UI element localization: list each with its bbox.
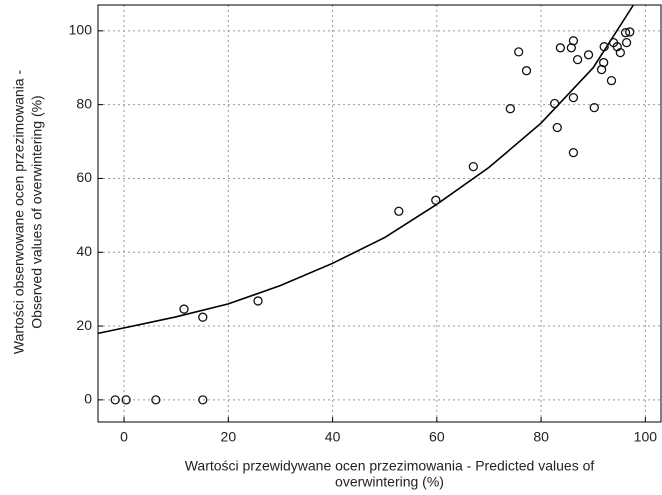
data-point	[110, 395, 120, 405]
data-point	[583, 50, 594, 60]
data-point	[431, 195, 441, 205]
y-tick-label: 100	[69, 22, 93, 38]
data-point	[606, 76, 617, 86]
y-tick-label: 20	[76, 317, 92, 333]
data-point	[521, 66, 532, 76]
y-tick-label: 60	[76, 169, 92, 185]
data-point	[179, 304, 189, 314]
data-point	[394, 206, 404, 216]
data-point	[555, 43, 566, 53]
x-axis-label: overwintering (%)	[335, 474, 444, 490]
data-point	[514, 47, 524, 57]
x-tick-label: 0	[120, 429, 128, 445]
y-tick-label: 0	[84, 391, 92, 407]
y-tick-label: 40	[76, 243, 92, 259]
data-point	[253, 296, 263, 306]
plot-frame	[97, 4, 662, 423]
data-point	[552, 122, 562, 133]
data-point	[620, 28, 631, 38]
data-point	[589, 102, 599, 113]
data-point	[572, 54, 583, 65]
x-tick-label: 80	[533, 429, 549, 445]
y-axis-label: Observed values of overwintering (%)	[29, 95, 45, 328]
data-point	[568, 36, 579, 46]
x-tick-label: 40	[325, 429, 341, 445]
data-point	[568, 92, 579, 103]
data-point	[599, 42, 609, 52]
data-point	[198, 312, 208, 322]
data-point	[625, 27, 635, 37]
x-tick-label: 60	[429, 429, 445, 445]
y-axis-label: Wartości obserwowane ocen przezimowania …	[11, 70, 27, 355]
data-point	[468, 161, 478, 172]
data-point	[599, 57, 609, 68]
data-point	[151, 395, 161, 405]
x-tick-label: 20	[221, 429, 237, 445]
data-point	[615, 47, 625, 58]
x-axis-label: Wartości przewidywane ocen przezimowania…	[185, 458, 595, 474]
y-tick-label: 80	[76, 95, 92, 111]
data-point	[505, 104, 515, 114]
data-point	[621, 37, 632, 48]
data-point	[550, 98, 560, 109]
fit-curve	[97, 4, 635, 335]
x-tick-label: 100	[634, 429, 658, 445]
data-point	[198, 395, 208, 405]
data-point	[121, 395, 131, 405]
data-point	[568, 147, 579, 158]
